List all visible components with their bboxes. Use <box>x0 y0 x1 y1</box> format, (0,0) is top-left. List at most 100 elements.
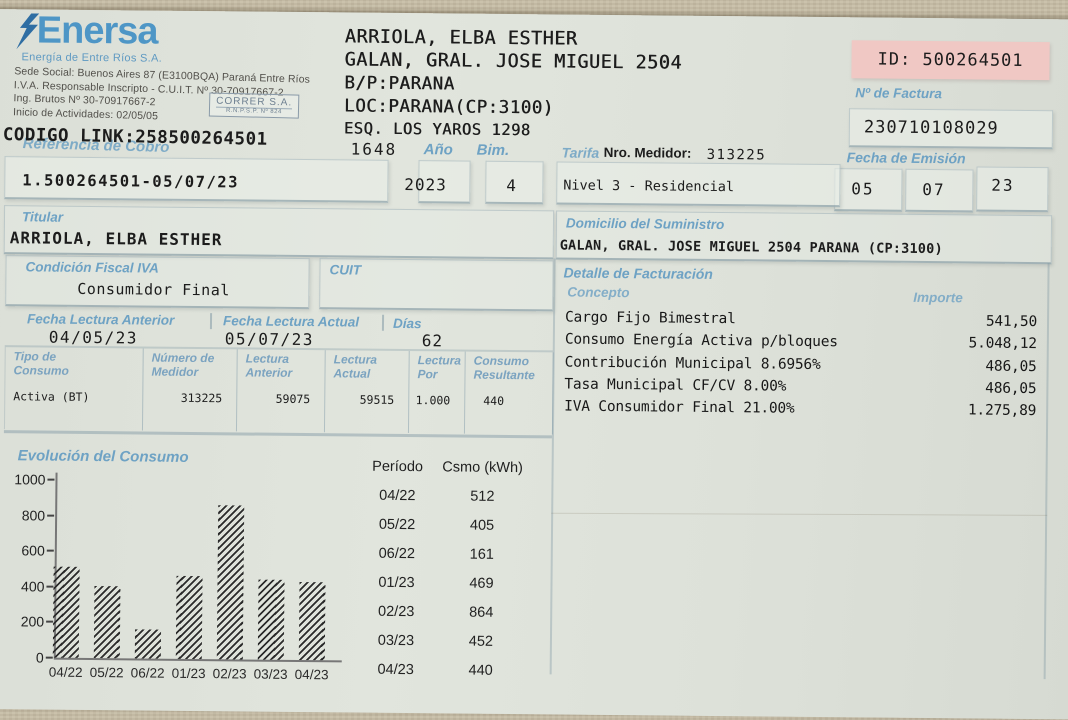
customer-street: GALAN, GRAL. JOSE MIGUEL 2504 <box>344 49 683 74</box>
meter-table-header: Número de Medidor <box>151 350 215 379</box>
dias-label: Días <box>392 315 422 332</box>
domicilio-label: Domicilio del Suministro <box>565 215 725 233</box>
importe-label: Importe <box>913 289 963 306</box>
chart-y-tick-mark <box>47 514 55 517</box>
history-row: 02/23 864 <box>354 597 534 628</box>
fecha-emision-mm: 07 <box>922 179 946 200</box>
customer-esq: ESQ. LOS YAROS 1298 <box>343 119 531 140</box>
paper-crease <box>551 512 1048 516</box>
referencia-cobro-value: 1.500264501-05/07/23 <box>22 171 240 192</box>
facturacion-concepto: IVA Consumidor Final 21.00% <box>564 398 795 417</box>
chart-title: Evolución del Consumo <box>17 447 189 466</box>
facturacion-importe: 541,50 <box>985 313 1038 331</box>
fecha-lectura-actual-label: Fecha Lectura Actual <box>222 313 360 330</box>
history-period: 05/22 <box>378 516 416 533</box>
chart-y-tick-mark <box>45 656 53 659</box>
fecha-emision-yy: 23 <box>991 175 1015 195</box>
history-consumption: 452 <box>468 633 494 650</box>
cuit-label: CUIT <box>329 262 362 278</box>
lightning-bolt-icon <box>16 13 40 54</box>
titular-label: Titular <box>21 209 64 225</box>
chart-y-tick-label: 200 <box>20 613 45 630</box>
facturacion-concepto: Consumo Energía Activa p/bloques <box>564 331 838 351</box>
company-info: Sede Social: Buenos Aires 87 (E3100BQA) … <box>13 65 364 129</box>
nro-factura-label: Nº de Factura <box>855 85 943 102</box>
meter-table-column: Lectura Anterior 59075 <box>236 349 326 433</box>
divider <box>381 314 384 331</box>
facturacion-importe: 486,05 <box>985 358 1037 375</box>
consumption-bar-chart: 0 200 400 600 800 1000 04/22 05/22 06/22 01/23 02/… <box>4 464 356 682</box>
chart-bar <box>298 581 326 661</box>
dias-value: 62 <box>421 331 444 351</box>
anio-value: 2023 <box>404 174 447 195</box>
fecha-lectura-anterior-label: Fecha Lectura Anterior <box>26 311 175 328</box>
history-period: 04/22 <box>379 487 416 504</box>
tarifa-value: Nivel 3 - Residencial <box>563 177 735 196</box>
fecha-lectura-anterior-value: 04/05/23 <box>48 327 139 348</box>
chart-y-tick-mark <box>46 585 54 588</box>
detalle-right-border <box>1043 263 1050 680</box>
detalle-left-border <box>549 258 556 675</box>
csmo-header: Csmo (kWh) <box>442 459 523 477</box>
meter-table-column: Lectura Por 1.000 <box>408 351 466 434</box>
meter-table-column: Tipo de Consumo Activa (BT) <box>4 347 144 431</box>
chart-y-tick-mark <box>46 620 54 624</box>
history-period: 01/23 <box>378 574 415 591</box>
fecha-emision-label: Fecha de Emisión <box>846 149 966 167</box>
chart-y-tick-mark <box>47 478 55 481</box>
history-period: 04/23 <box>377 661 414 678</box>
fecha-emision-mm-box: 07 <box>905 168 974 213</box>
facturacion-concepto: Contribución Municipal 8.6956% <box>564 354 821 373</box>
meter-table-column: Consumo Resultante 440 <box>464 351 554 435</box>
meter-table-cell: Activa (BT) <box>13 389 90 404</box>
chart-bar <box>175 575 203 660</box>
fecha-emision-dd: 05 <box>851 179 875 199</box>
history-consumption: 512 <box>470 488 495 505</box>
meter-table-cell: 313225 <box>180 390 223 406</box>
facturacion-importe: 5.048,12 <box>968 335 1037 353</box>
fecha-emision-yy-box: 23 <box>976 166 1049 213</box>
meter-table-cell: 440 <box>483 393 505 408</box>
history-consumption: 161 <box>469 546 494 563</box>
anio-label: Año <box>423 141 453 159</box>
meter-table-header: Lectura Actual <box>333 352 378 381</box>
nro-medidor-label: Nro. Medidor: <box>603 144 692 161</box>
chart-bar <box>134 629 162 659</box>
facturacion-concepto: Cargo Fijo Bimestral <box>564 309 736 328</box>
chart-y-tick-label: 600 <box>21 542 45 559</box>
chart-y-tick-label: 400 <box>21 578 45 595</box>
chart-y-tick-label: 0 <box>35 649 44 666</box>
meter-table-column: Número de Medidor 313225 <box>142 348 238 432</box>
chart-bar <box>216 505 245 660</box>
history-row: 04/23 440 <box>354 655 534 686</box>
nro-factura: 230710108029 <box>863 117 999 139</box>
tarifa-label: Tarifa <box>561 144 600 161</box>
stamp-line1: CORRER S.A. <box>216 95 293 109</box>
chart-y-tick-mark <box>46 549 54 552</box>
facturacion-importe: 486,05 <box>985 380 1037 397</box>
facturacion-line: IVA Consumidor Final 21.00% 1.275,89 <box>564 396 1036 423</box>
meter-table-header: Lectura Anterior <box>245 351 293 380</box>
facturacion-lines: Cargo Fijo Bimestral 541,50 Consumo Energí… <box>564 307 1037 423</box>
history-period: 03/23 <box>377 632 415 649</box>
facturacion-importe: 1.275,89 <box>967 402 1037 420</box>
bim-label: Bim. <box>476 141 510 159</box>
correr-stamp: CORRER S.A. R.N.P.S.P. Nº 824 <box>208 92 300 119</box>
history-table: Período Csmo (kWh) 04/22 512 05/22 405 06/22… <box>354 459 536 686</box>
facturacion-concepto: Tasa Municipal CF/CV 8.00% <box>564 376 787 395</box>
periodo-header: Período <box>372 458 424 476</box>
history-period: 06/22 <box>378 545 416 562</box>
history-rows: 04/22 512 05/22 405 06/22 161 01/23 469 02/23 864… <box>354 481 536 686</box>
brand-subtitle: Energía de Entre Ríos S.A. <box>21 51 163 65</box>
customer-loc: LOC:PARANA(CP:3100) <box>343 96 554 119</box>
chart-bar <box>257 579 285 660</box>
meter-table: Tipo de Consumo Activa (BT) Número de Medi… <box>3 347 554 435</box>
history-row: 06/22 161 <box>355 539 535 570</box>
chart-y-tick-label: 1000 <box>14 471 46 488</box>
history-period: 02/23 <box>378 603 415 620</box>
history-consumption: 864 <box>469 604 494 621</box>
customer-id-box: ID: 500264501 <box>851 40 1050 81</box>
fecha-lectura-actual-value: 05/07/23 <box>224 329 314 350</box>
zona-code: 1648 <box>350 139 398 159</box>
chart-y-tick-label: 800 <box>21 506 46 524</box>
